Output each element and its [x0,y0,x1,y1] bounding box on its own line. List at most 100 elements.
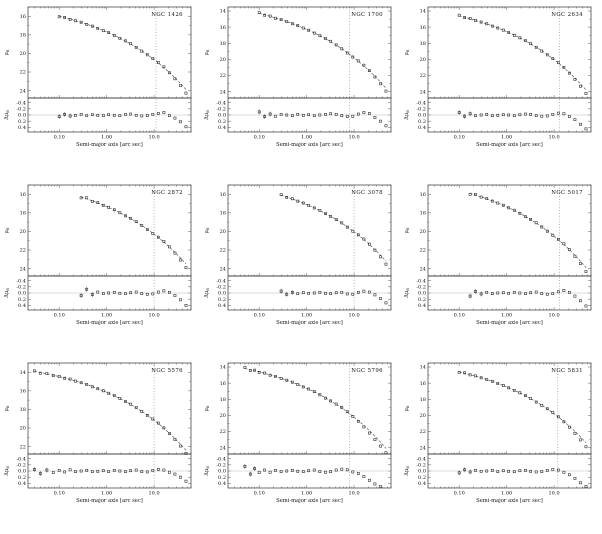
y-tick-label: 18 [420,41,426,47]
res-tick-label: 0.0 [18,469,26,475]
res-tick-label: -0.4 [416,278,426,284]
residual-y-axis-label: ΔμB [404,288,410,298]
res-tick-label: -0.4 [216,100,226,106]
main-y-axis-label: μB [404,405,410,411]
x-tick-label: 1.00 [501,313,512,319]
res-tick-label: 0.2 [218,297,226,303]
main-y-axis-label: μB [4,227,10,233]
y-tick-label: 14 [420,9,426,15]
main-plot-box [427,6,592,99]
y-tick-label: 24 [220,445,226,451]
model-fit-line [459,15,587,91]
panel-ngc-1426: 0.10 1.00 10.0 16 18 20 22 24 -0.4-0.20.00.20.4 μ… [4,6,192,148]
model-fit-line [34,371,187,451]
panel-ngc-2634: 0.10 1.00 10.0 14 16 18 20 22 24 -0.4-0.20.00.20.… [404,6,592,148]
y-tick-label: 14 [420,365,426,371]
y-tick-label: 20 [20,426,26,432]
panel-ngc-5576: 0.10 1.00 10.0 14 16 18 20 22 -0.4-0.20.00.20.4 μ… [4,362,192,504]
y-tick-label: 24 [220,266,226,272]
main-plot-box [27,184,192,277]
main-y-axis-label: μB [404,227,410,233]
y-tick-label: 16 [420,381,426,387]
galaxy-title: NGC 5576 [151,368,183,374]
residual-y-axis-label: ΔμB [4,288,10,298]
x-tick-label: 0.10 [254,313,265,319]
y-tick-label: 22 [220,73,226,79]
y-tick-label: 20 [420,57,426,63]
x-tick-label: 10.0 [549,135,560,141]
y-tick-label: 16 [420,25,426,31]
x-axis-label: Semi-major axis [arc sec] [76,498,143,504]
x-axis-label: Semi-major axis [arc sec] [476,142,543,148]
y-tick-label: 14 [220,9,226,15]
main-y-axis-label: μB [4,405,10,411]
res-tick-label: 0.0 [218,291,226,297]
x-tick-label: 0.10 [454,313,465,319]
galaxy-title: NGC 5017 [551,190,583,196]
y-tick-label: 20 [420,413,426,419]
res-tick-label: 0.2 [18,297,26,303]
y-tick-label: 20 [220,413,226,419]
model-fit-line [81,196,187,265]
x-tick-label: 10.0 [349,491,360,497]
x-tick-label: 0.10 [454,135,465,141]
y-tick-label: 22 [220,429,226,435]
res-tick-label: 0.0 [418,113,426,119]
y-tick-label: 20 [20,51,26,57]
y-tick-label: 16 [20,14,26,20]
res-tick-label: -0.2 [216,285,226,291]
x-tick-label: 1.00 [101,135,112,141]
model-fit-line [259,13,387,89]
res-tick-label: 0.2 [18,119,26,125]
y-tick-label: 22 [20,70,26,76]
res-tick-label: -0.2 [416,463,426,469]
x-axis-label: Semi-major axis [arc sec] [276,498,343,504]
res-tick-label: -0.4 [16,100,26,106]
main-y-axis-label: μB [204,227,210,233]
panel-ngc-1700: 0.10 1.00 10.0 14 16 18 20 22 24 -0.4-0.20.00.20.… [204,6,392,148]
res-tick-label: -0.2 [416,285,426,291]
x-tick-label: 0.10 [54,313,65,319]
observed-points [257,11,388,93]
residual-y-axis-label: ΔμB [4,110,10,120]
residual-points [468,288,588,308]
residual-y-axis-label: ΔμB [4,466,10,476]
y-tick-label: 18 [220,397,226,403]
x-tick-label: 10.0 [349,135,360,141]
res-tick-label: -0.4 [16,456,26,462]
main-plot-box [427,184,592,277]
x-axis-label: Semi-major axis [arc sec] [76,320,143,326]
res-tick-label: 0.4 [218,125,226,131]
x-tick-label: 1.00 [101,313,112,319]
y-tick-label: 20 [220,229,226,235]
res-tick-label: 0.0 [218,113,226,119]
y-tick-label: 16 [220,192,226,198]
x-tick-label: 0.10 [254,491,265,497]
res-tick-label: 0.2 [418,297,426,303]
x-tick-label: 10.0 [549,491,560,497]
y-tick-label: 20 [420,229,426,235]
res-tick-label: 0.0 [18,113,26,119]
y-tick-label: 22 [220,248,226,254]
res-tick-label: 0.4 [18,125,26,131]
galaxy-title: NGC 2872 [151,190,183,196]
res-tick-label: -0.4 [416,100,426,106]
y-tick-label: 18 [220,211,226,217]
residual-y-axis-label: ΔμB [204,466,210,476]
residual-points [457,110,588,131]
observed-points [243,366,388,455]
model-fit-line [470,193,587,268]
y-tick-label: 16 [20,192,26,198]
observed-points [279,193,388,266]
res-tick-label: 0.2 [218,475,226,481]
y-tick-label: 24 [20,266,26,272]
main-y-axis-label: μB [4,49,10,55]
res-tick-label: 0.2 [218,119,226,125]
y-tick-label: 24 [420,89,426,95]
res-tick-label: -0.4 [16,278,26,284]
residual-points [279,288,388,305]
res-tick-label: -0.2 [416,107,426,113]
x-axis-label: Semi-major axis [arc sec] [276,320,343,326]
res-tick-label: -0.4 [416,456,426,462]
x-tick-label: 10.0 [349,313,360,319]
